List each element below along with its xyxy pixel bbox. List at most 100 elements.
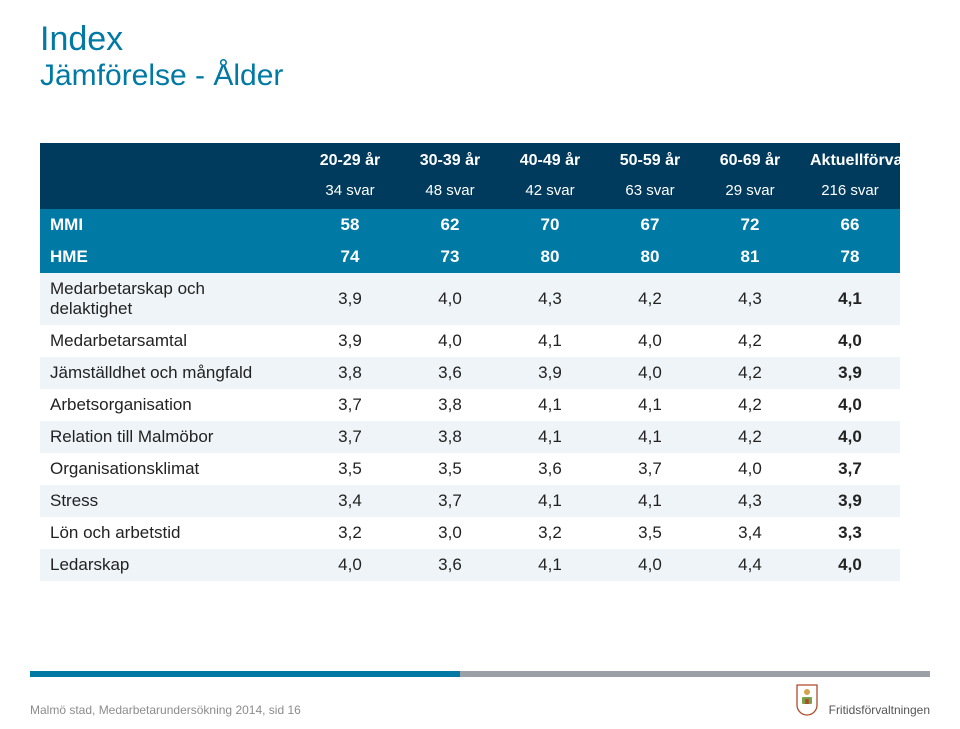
cell: 67 — [600, 209, 700, 241]
cell: 4,2 — [600, 273, 700, 325]
cell: 4,3 — [700, 273, 800, 325]
row-label: Arbetsorganisation — [40, 389, 300, 421]
table-subheader-row: 34 svar 48 svar 42 svar 63 svar 29 svar … — [40, 178, 900, 209]
cell: 70 — [500, 209, 600, 241]
malmo-stad-logo-icon — [793, 683, 821, 717]
cell: 4,0 — [800, 389, 900, 421]
cell: 4,0 — [800, 549, 900, 581]
col-subheader: 34 svar — [300, 178, 400, 209]
cell: 3,9 — [800, 357, 900, 389]
cell: 4,1 — [600, 485, 700, 517]
row-label: Jämställdhet och mångfald — [40, 357, 300, 389]
cell: 3,7 — [300, 389, 400, 421]
table-row: Organisationsklimat3,53,53,63,74,03,7 — [40, 453, 900, 485]
cell: 3,4 — [700, 517, 800, 549]
cell: 4,1 — [600, 421, 700, 453]
cell: 3,5 — [600, 517, 700, 549]
footer-divider-accent — [30, 671, 460, 677]
cell: 80 — [600, 241, 700, 273]
footer-divider — [30, 671, 930, 677]
row-label: HME — [40, 241, 300, 273]
cell: 3,5 — [400, 453, 500, 485]
col-header: 50-59 år — [600, 143, 700, 178]
cell: 4,0 — [600, 325, 700, 357]
cell: 4,2 — [700, 421, 800, 453]
cell: 3,9 — [500, 357, 600, 389]
row-label: Stress — [40, 485, 300, 517]
table-row: Relation till Malmöbor3,73,84,14,14,24,0 — [40, 421, 900, 453]
page: Index Jämförelse - Ålder 20-29 år 30-39 … — [0, 0, 960, 729]
cell: 4,0 — [600, 357, 700, 389]
cell: 3,2 — [300, 517, 400, 549]
cell: 3,7 — [300, 421, 400, 453]
footer-right-text: Fritidsförvaltningen — [829, 703, 930, 717]
row-label: Medarbetarskap och delaktighet — [40, 273, 300, 325]
cell: 58 — [300, 209, 400, 241]
row-label: Organisationsklimat — [40, 453, 300, 485]
cell: 78 — [800, 241, 900, 273]
cell: 4,1 — [500, 325, 600, 357]
col-subheader: 42 svar — [500, 178, 600, 209]
cell: 4,2 — [700, 389, 800, 421]
col-header: 60-69 år — [700, 143, 800, 178]
table-row: MMI586270677266 — [40, 209, 900, 241]
cell: 3,8 — [300, 357, 400, 389]
cell: 4,0 — [400, 273, 500, 325]
cell: 3,7 — [800, 453, 900, 485]
cell: 3,0 — [400, 517, 500, 549]
col-subheader: 63 svar — [600, 178, 700, 209]
row-label: MMI — [40, 209, 300, 241]
cell: 73 — [400, 241, 500, 273]
comparison-table: 20-29 år 30-39 år 40-49 år 50-59 år 60-6… — [40, 143, 900, 581]
col-subheader: 29 svar — [700, 178, 800, 209]
cell: 4,1 — [500, 549, 600, 581]
cell: 74 — [300, 241, 400, 273]
cell: 3,3 — [800, 517, 900, 549]
cell: 4,0 — [300, 549, 400, 581]
col-header: Aktuellförvaltning — [800, 143, 900, 178]
cell: 4,2 — [700, 357, 800, 389]
cell: 4,0 — [800, 325, 900, 357]
cell: 3,4 — [300, 485, 400, 517]
table-row: Arbetsorganisation3,73,84,14,14,24,0 — [40, 389, 900, 421]
cell: 4,1 — [800, 273, 900, 325]
cell: 3,6 — [500, 453, 600, 485]
cell: 72 — [700, 209, 800, 241]
cell: 3,6 — [400, 549, 500, 581]
footer-left-text: Malmö stad, Medarbetarundersökning 2014,… — [30, 703, 301, 717]
cell: 3,7 — [600, 453, 700, 485]
col-subheader: 48 svar — [400, 178, 500, 209]
footer: Malmö stad, Medarbetarundersökning 2014,… — [0, 671, 960, 717]
col-header: 30-39 år — [400, 143, 500, 178]
cell: 4,3 — [500, 273, 600, 325]
col-header: 20-29 år — [300, 143, 400, 178]
cell: 3,6 — [400, 357, 500, 389]
cell: 3,7 — [400, 485, 500, 517]
cell: 3,9 — [300, 273, 400, 325]
cell: 4,2 — [700, 325, 800, 357]
cell: 3,2 — [500, 517, 600, 549]
cell: 66 — [800, 209, 900, 241]
table-row: Jämställdhet och mångfald3,83,63,94,04,2… — [40, 357, 900, 389]
page-subtitle: Jämförelse - Ålder — [40, 59, 920, 93]
cell: 3,8 — [400, 389, 500, 421]
cell: 4,3 — [700, 485, 800, 517]
cell: 4,0 — [400, 325, 500, 357]
cell: 4,4 — [700, 549, 800, 581]
table-row: HME747380808178 — [40, 241, 900, 273]
table-row: Medarbetarsamtal3,94,04,14,04,24,0 — [40, 325, 900, 357]
cell: 4,1 — [600, 389, 700, 421]
cell: 3,9 — [300, 325, 400, 357]
row-label: Medarbetarsamtal — [40, 325, 300, 357]
cell: 81 — [700, 241, 800, 273]
col-subheader: 216 svar — [800, 178, 900, 209]
cell: 4,1 — [500, 485, 600, 517]
table-subheader-blank — [40, 178, 300, 209]
table-header-row: 20-29 år 30-39 år 40-49 år 50-59 år 60-6… — [40, 143, 900, 178]
table-body: MMI586270677266HME747380808178Medarbetar… — [40, 209, 900, 581]
row-label: Ledarskap — [40, 549, 300, 581]
cell: 4,1 — [500, 389, 600, 421]
row-label: Lön och arbetstid — [40, 517, 300, 549]
cell: 3,5 — [300, 453, 400, 485]
table-row: Stress3,43,74,14,14,33,9 — [40, 485, 900, 517]
